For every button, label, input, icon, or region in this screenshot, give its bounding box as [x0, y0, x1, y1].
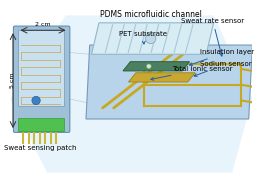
FancyBboxPatch shape [13, 26, 70, 132]
Text: PDMS microfluidic channel: PDMS microfluidic channel [100, 10, 202, 19]
FancyBboxPatch shape [18, 118, 64, 131]
Text: Sweat rate sensor: Sweat rate sensor [181, 18, 244, 56]
Text: PET substrate: PET substrate [119, 31, 167, 44]
Polygon shape [86, 45, 252, 119]
Polygon shape [123, 62, 189, 71]
Text: 2 cm: 2 cm [35, 22, 50, 27]
Circle shape [146, 64, 151, 69]
Polygon shape [91, 23, 214, 54]
Text: 5 cm: 5 cm [10, 72, 15, 88]
Text: Sweat sensing patch: Sweat sensing patch [4, 145, 77, 151]
Text: Sodium sensor: Sodium sensor [194, 61, 251, 76]
Polygon shape [10, 15, 252, 173]
FancyBboxPatch shape [18, 30, 64, 106]
Polygon shape [129, 73, 195, 82]
Circle shape [146, 33, 156, 44]
Text: Insulation layer: Insulation layer [189, 49, 254, 65]
Text: Total ionic sensor: Total ionic sensor [151, 66, 232, 80]
Circle shape [32, 96, 40, 105]
